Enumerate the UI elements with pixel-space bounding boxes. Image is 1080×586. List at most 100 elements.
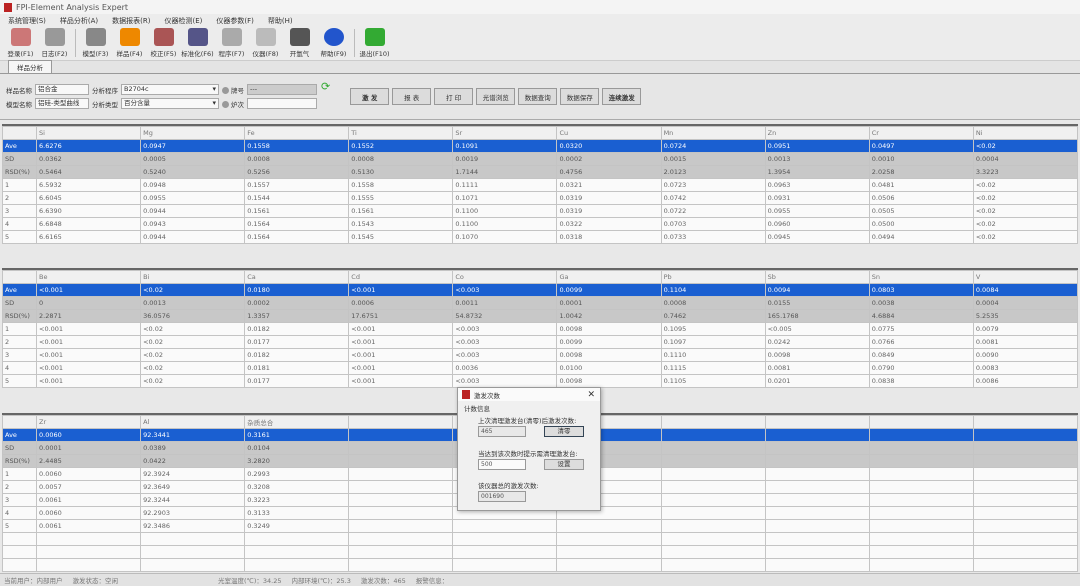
table-cell[interactable]: 1.3954 xyxy=(764,165,870,179)
set-button[interactable]: 设置 xyxy=(544,459,584,470)
model-name-field[interactable]: 铝硅-类型曲线 xyxy=(35,98,89,109)
table-cell[interactable]: 0.0036 xyxy=(452,361,558,375)
table-cell[interactable]: 0.0060 xyxy=(35,467,142,481)
heat-field[interactable] xyxy=(247,98,317,109)
table-cell[interactable]: 0.2993 xyxy=(244,467,350,481)
table-cell[interactable]: <0.003 xyxy=(452,348,558,362)
table-cell[interactable] xyxy=(764,467,870,481)
table-cell[interactable] xyxy=(764,428,870,442)
column-header[interactable]: Cu xyxy=(556,126,662,140)
table-cell[interactable] xyxy=(868,506,974,520)
table-cell[interactable]: 92.2903 xyxy=(140,506,246,520)
table-cell[interactable]: 0.0086 xyxy=(972,374,1079,388)
table-cell[interactable]: 0.0500 xyxy=(868,217,974,231)
column-header[interactable]: Bi xyxy=(140,270,246,284)
table-cell[interactable]: 1.7144 xyxy=(452,165,558,179)
table-cell[interactable]: 0.0019 xyxy=(452,152,558,166)
table-cell[interactable]: 6.6045 xyxy=(35,191,142,205)
table-cell[interactable]: 0.0944 xyxy=(140,230,246,244)
table-cell[interactable]: 0.0002 xyxy=(556,152,662,166)
table-cell[interactable]: 0.1110 xyxy=(660,348,766,362)
toolbar-button[interactable]: 开氩气 xyxy=(283,28,316,60)
table-row[interactable]: 2 6.6045 0.0955 0.1544 0.1555 0.1071 0.0319 0.0… xyxy=(2,191,1079,205)
table-cell[interactable]: 0.0090 xyxy=(972,348,1079,362)
table-cell[interactable] xyxy=(556,519,662,533)
table-cell[interactable]: 0.0181 xyxy=(244,361,350,375)
table-cell[interactable]: 0.0011 xyxy=(452,296,558,310)
toolbar-button[interactable]: 标准化(F6) xyxy=(181,28,214,60)
table-cell[interactable]: <0.001 xyxy=(35,348,142,362)
table-cell[interactable] xyxy=(972,519,1079,533)
table-row[interactable]: SD 0.0001 0.0389 0.0104 xyxy=(2,441,1079,455)
table-cell[interactable]: 0.0945 xyxy=(764,230,870,244)
table-cell[interactable] xyxy=(868,454,974,468)
table-cell[interactable]: 0.0318 xyxy=(556,230,662,244)
table-cell[interactable]: 0.1561 xyxy=(348,204,454,218)
table-row[interactable]: Ave <0.001 <0.02 0.0180 <0.001 <0.003 0.0099 0.… xyxy=(2,283,1079,297)
table-cell[interactable]: 0.1558 xyxy=(244,139,350,153)
column-header[interactable]: Zn xyxy=(764,126,870,140)
table-cell[interactable]: 0.1555 xyxy=(348,191,454,205)
table-cell[interactable]: 0.3223 xyxy=(244,493,350,507)
table-cell[interactable]: <0.001 xyxy=(35,335,142,349)
table-cell[interactable] xyxy=(868,441,974,455)
table-cell[interactable] xyxy=(660,480,766,494)
table-cell[interactable]: 0.0099 xyxy=(556,335,662,349)
table-cell[interactable] xyxy=(972,454,1079,468)
table-cell[interactable]: 0.0849 xyxy=(868,348,974,362)
table-cell[interactable]: <0.001 xyxy=(348,374,454,388)
table-cell[interactable]: 0.0766 xyxy=(868,335,974,349)
column-header[interactable]: Sr xyxy=(452,126,558,140)
table-cell[interactable]: 0.0004 xyxy=(972,296,1079,310)
table-cell[interactable]: 1.0042 xyxy=(556,309,662,323)
table-cell[interactable]: 0.0081 xyxy=(972,335,1079,349)
table-cell[interactable]: 0.0010 xyxy=(868,152,974,166)
table-cell[interactable]: 0.1558 xyxy=(348,178,454,192)
table-cell[interactable]: 92.3441 xyxy=(140,428,246,442)
column-header[interactable]: Ga xyxy=(556,270,662,284)
threshold-field[interactable]: 500 xyxy=(478,459,526,470)
table-cell[interactable]: 6.6165 xyxy=(35,230,142,244)
column-header[interactable]: Si xyxy=(35,126,142,140)
program-select[interactable]: B2704c xyxy=(121,84,219,95)
menu-item[interactable]: 仪器参数(F) xyxy=(216,16,254,25)
table-cell[interactable]: 5.2535 xyxy=(972,309,1079,323)
column-header[interactable]: Co xyxy=(452,270,558,284)
table-cell[interactable]: 0.1111 xyxy=(452,178,558,192)
menu-item[interactable]: 数据报表(R) xyxy=(112,16,151,25)
table-cell[interactable]: 0.0422 xyxy=(140,454,246,468)
table-cell[interactable]: <0.001 xyxy=(35,374,142,388)
column-header[interactable]: Ti xyxy=(348,126,454,140)
table-cell[interactable]: 2.0258 xyxy=(868,165,974,179)
table-cell[interactable] xyxy=(348,454,454,468)
table-cell[interactable] xyxy=(972,467,1079,481)
toolbar-button[interactable]: 仪器(F8) xyxy=(249,28,282,60)
table-cell[interactable]: 92.3244 xyxy=(140,493,246,507)
grade-radio[interactable] xyxy=(222,87,229,94)
column-header[interactable]: Sb xyxy=(764,270,870,284)
table-cell[interactable]: 0.0177 xyxy=(244,335,350,349)
table-cell[interactable]: 0.0013 xyxy=(764,152,870,166)
table-cell[interactable] xyxy=(764,480,870,494)
toolbar-button[interactable]: 样品(F4) xyxy=(113,28,146,60)
table-cell[interactable]: 0.0104 xyxy=(244,441,350,455)
table-cell[interactable]: <0.001 xyxy=(348,348,454,362)
table-cell[interactable]: 4.6884 xyxy=(868,309,974,323)
table-cell[interactable] xyxy=(348,428,454,442)
action-button[interactable]: 连续激发 xyxy=(602,88,642,105)
table-cell[interactable] xyxy=(660,519,766,533)
column-header[interactable]: Al xyxy=(140,415,246,429)
last-clean-field[interactable]: 465 xyxy=(478,426,526,437)
menu-item[interactable]: 样品分析(A) xyxy=(59,16,99,25)
table-cell[interactable] xyxy=(868,519,974,533)
table-cell[interactable]: <0.02 xyxy=(140,335,246,349)
table-row[interactable]: 5 <0.001 <0.02 0.0177 <0.001 <0.003 0.0098 0.11… xyxy=(2,374,1079,388)
column-header[interactable]: Cd xyxy=(348,270,454,284)
table-cell[interactable]: 0.0320 xyxy=(556,139,662,153)
table-cell[interactable]: 0.3249 xyxy=(244,519,350,533)
table-cell[interactable]: 0.0002 xyxy=(244,296,350,310)
table-cell[interactable]: 0.0505 xyxy=(868,204,974,218)
table-row[interactable]: 3 0.0061 92.3244 0.3223 xyxy=(2,493,1079,507)
table-cell[interactable]: 6.5932 xyxy=(35,178,142,192)
table-row[interactable]: SD 0.0362 0.0005 0.0008 0.0008 0.0019 0.0002 0.… xyxy=(2,152,1079,166)
